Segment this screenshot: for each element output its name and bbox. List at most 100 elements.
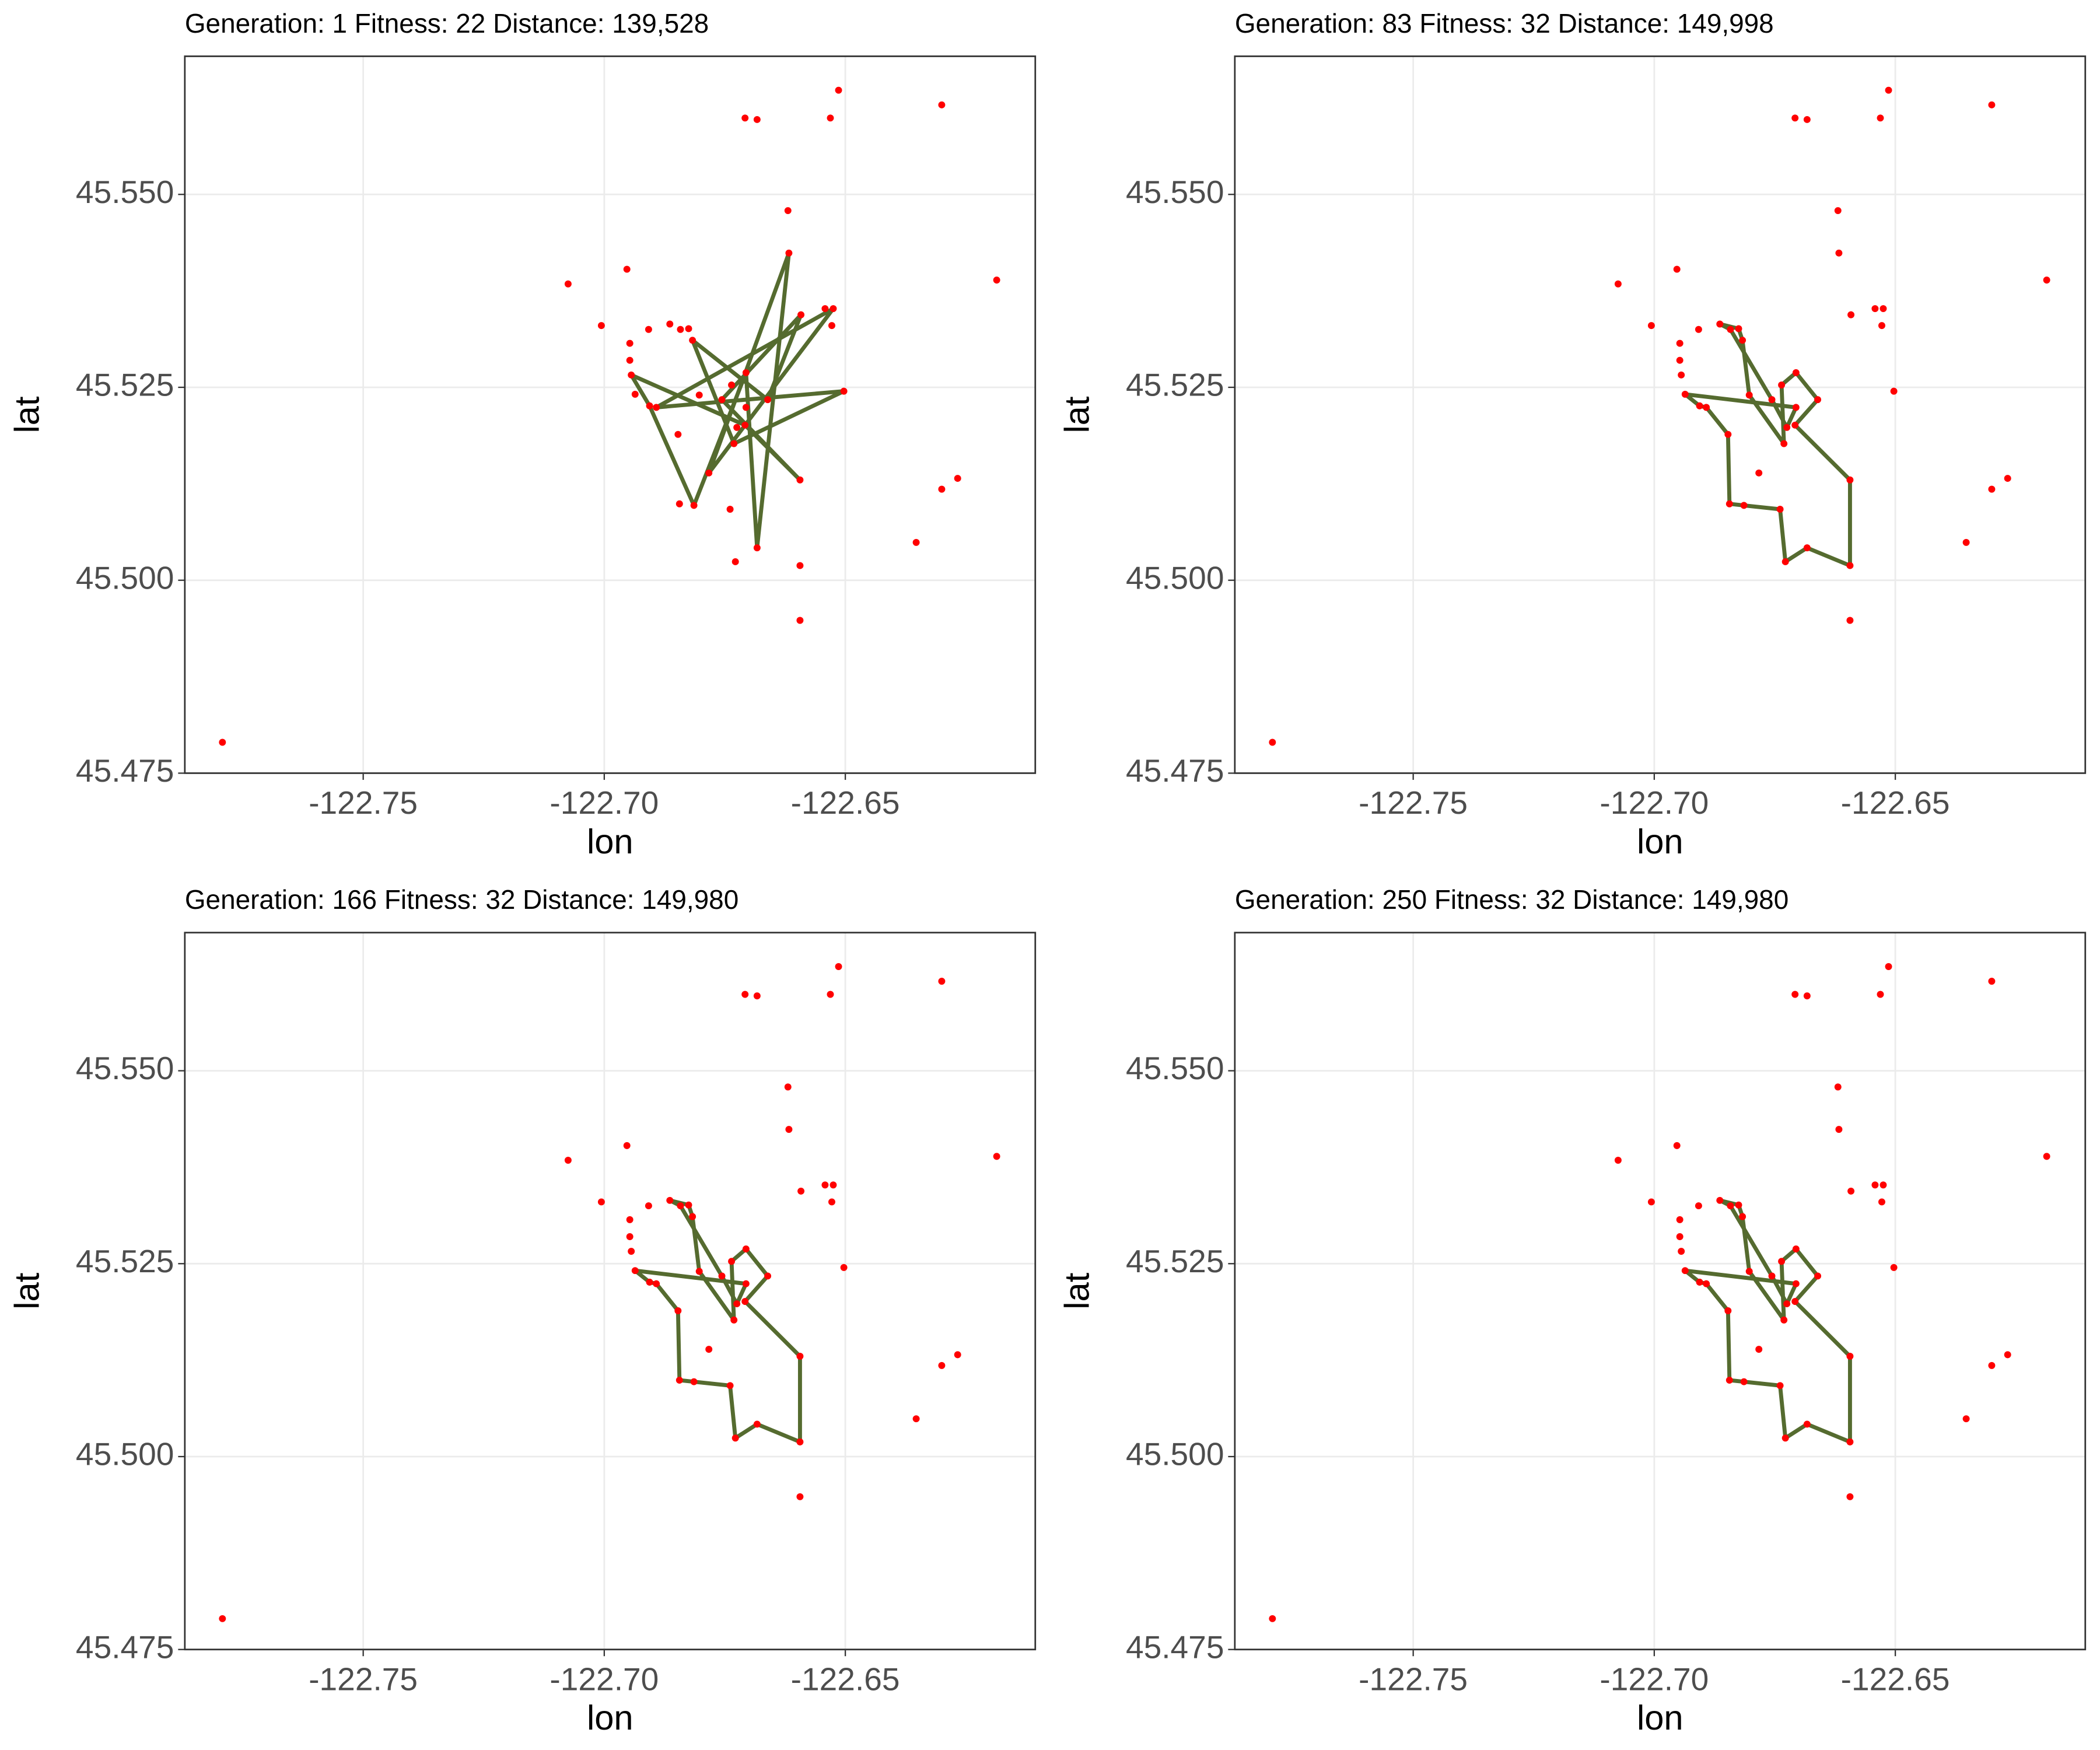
point bbox=[676, 1377, 683, 1384]
y-tick-label: 45.525 bbox=[76, 367, 174, 403]
point bbox=[666, 1196, 674, 1204]
point bbox=[840, 387, 848, 395]
point bbox=[784, 207, 792, 215]
point bbox=[631, 1267, 639, 1275]
y-tick-label: 45.475 bbox=[1126, 752, 1224, 789]
y-tick-label: 45.550 bbox=[76, 1050, 174, 1086]
point bbox=[219, 1615, 226, 1622]
point bbox=[1988, 101, 1996, 108]
point bbox=[623, 265, 631, 273]
point bbox=[954, 475, 961, 482]
point bbox=[1791, 421, 1799, 429]
point bbox=[690, 502, 698, 509]
point bbox=[730, 1316, 738, 1324]
point bbox=[1846, 1493, 1854, 1500]
point bbox=[1269, 738, 1276, 746]
point bbox=[1890, 1264, 1898, 1271]
point bbox=[1885, 963, 1892, 970]
point bbox=[1782, 1434, 1789, 1442]
point bbox=[597, 1198, 605, 1206]
point bbox=[1739, 1213, 1746, 1220]
point bbox=[1716, 1196, 1724, 1204]
point bbox=[645, 326, 652, 333]
point bbox=[741, 114, 749, 122]
point bbox=[912, 1415, 920, 1423]
point bbox=[784, 1083, 792, 1091]
point bbox=[1726, 500, 1733, 508]
y-tick-label: 45.525 bbox=[1126, 367, 1224, 403]
x-tick-label: -122.65 bbox=[791, 1661, 900, 1697]
point bbox=[1803, 1420, 1811, 1428]
point bbox=[993, 1153, 1000, 1160]
point bbox=[753, 1420, 761, 1428]
point bbox=[733, 1300, 741, 1308]
point bbox=[1792, 1245, 1800, 1253]
point bbox=[1681, 1267, 1689, 1275]
point bbox=[1740, 1378, 1748, 1385]
point bbox=[1834, 1083, 1842, 1091]
chart-title: Generation: 166 Fitness: 32 Distance: 14… bbox=[185, 884, 738, 915]
x-tick-label: -122.70 bbox=[550, 785, 659, 821]
point bbox=[742, 1245, 750, 1253]
point bbox=[1803, 116, 1811, 123]
plot-border bbox=[1234, 932, 2087, 1651]
point bbox=[835, 86, 842, 94]
x-tick-label: -122.75 bbox=[1359, 1661, 1468, 1697]
point bbox=[1755, 1346, 1763, 1353]
point bbox=[1647, 1198, 1655, 1206]
point bbox=[1676, 1216, 1684, 1223]
point bbox=[732, 558, 739, 565]
y-tick-label: 45.550 bbox=[1126, 174, 1224, 210]
point bbox=[1716, 320, 1724, 328]
point bbox=[1871, 1181, 1879, 1189]
point bbox=[1724, 1307, 1732, 1314]
point bbox=[1745, 391, 1753, 399]
point bbox=[1846, 617, 1854, 624]
point bbox=[1735, 325, 1742, 332]
point bbox=[993, 276, 1000, 284]
point bbox=[828, 322, 835, 330]
x-tick-label: -122.75 bbox=[1359, 785, 1468, 821]
point bbox=[1696, 402, 1703, 410]
point bbox=[653, 1280, 660, 1287]
point bbox=[689, 337, 696, 344]
point bbox=[796, 1353, 804, 1360]
point bbox=[685, 325, 692, 332]
point bbox=[1783, 1300, 1791, 1308]
panel: -122.75 -122.70 -122.65 45.475 45.500 45.525 4… bbox=[1057, 8, 2087, 861]
point bbox=[1792, 1280, 1800, 1287]
point bbox=[695, 1268, 703, 1275]
point bbox=[2043, 1153, 2050, 1160]
point bbox=[726, 1382, 734, 1390]
point bbox=[1678, 371, 1685, 379]
point bbox=[1962, 1415, 1970, 1423]
point bbox=[1678, 1248, 1685, 1255]
point bbox=[821, 305, 829, 313]
point bbox=[1846, 562, 1854, 569]
point bbox=[1835, 249, 1843, 257]
point bbox=[741, 991, 749, 998]
point bbox=[1962, 538, 1970, 546]
point bbox=[685, 1201, 692, 1209]
point bbox=[938, 1362, 946, 1369]
point bbox=[564, 280, 572, 288]
point bbox=[1676, 356, 1684, 364]
y-tick-label: 45.550 bbox=[1126, 1050, 1224, 1086]
point bbox=[1791, 114, 1799, 122]
point bbox=[1885, 86, 1892, 94]
point bbox=[1880, 305, 1887, 313]
plot-border bbox=[1234, 55, 2087, 774]
y-tick-label: 45.525 bbox=[76, 1243, 174, 1279]
point bbox=[835, 963, 842, 970]
point bbox=[1647, 322, 1655, 330]
point bbox=[796, 1493, 804, 1500]
point bbox=[732, 1434, 739, 1442]
point bbox=[1880, 1181, 1887, 1189]
point bbox=[1776, 1382, 1784, 1390]
point bbox=[1846, 1353, 1854, 1360]
point bbox=[1745, 1268, 1753, 1275]
point bbox=[1803, 544, 1811, 552]
x-axis-title: lon bbox=[587, 1698, 634, 1737]
point bbox=[705, 1346, 713, 1353]
